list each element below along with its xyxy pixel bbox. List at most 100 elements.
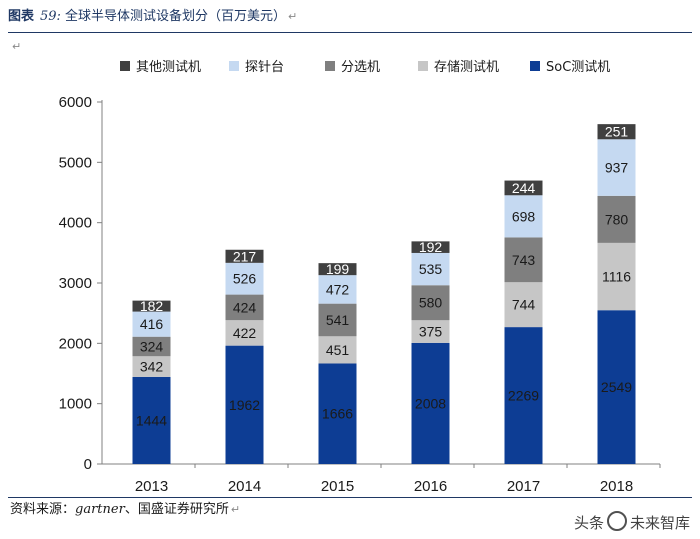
legend-label: 其他测试机	[136, 60, 201, 75]
data-label: 244	[512, 180, 536, 196]
data-label: 526	[233, 271, 257, 287]
watermark-right: 未来智库	[629, 514, 690, 532]
data-label: 1116	[602, 269, 631, 285]
source-prefix: 资料来源：	[10, 502, 76, 517]
legend-label: 分选机	[341, 60, 380, 75]
bar-segment	[504, 327, 543, 464]
bar-segment	[225, 345, 264, 464]
bar-segment	[132, 300, 171, 312]
data-label: 416	[140, 316, 164, 332]
bar-segment	[411, 241, 450, 253]
return-mark: ↵	[230, 503, 241, 516]
x-tick-label: 2015	[321, 478, 354, 495]
data-label: 451	[326, 342, 350, 358]
source-suffix: 、国盛证券研究所	[124, 502, 229, 517]
return-mark: ↵	[12, 40, 22, 53]
x-tick-label: 2017	[507, 478, 540, 495]
top-rule	[8, 32, 692, 33]
bar-segment	[597, 124, 636, 140]
legend-label: SoC测试机	[546, 60, 610, 75]
data-label: 2008	[415, 395, 446, 411]
source-italic: gartner	[75, 502, 125, 517]
legend-swatch	[418, 61, 428, 71]
bar-segment	[597, 310, 636, 464]
data-label: 2549	[601, 379, 632, 395]
bar-segment	[597, 139, 636, 196]
data-label: 937	[605, 160, 629, 176]
bar-segment	[504, 195, 543, 238]
y-tick-label: 3000	[59, 275, 92, 292]
bottom-rule	[8, 497, 692, 498]
stacked-bar-chart: 0 1000 2000 3000 4000 5000 6000 1444 342 324 416 18…	[59, 60, 661, 495]
source-note: 资料来源：gartner、国盛证券研究所 ↵	[10, 500, 240, 520]
x-tick-label: 2018	[600, 478, 633, 495]
data-label: 535	[419, 261, 443, 277]
data-label: 251	[605, 124, 629, 140]
bar-segment	[132, 376, 171, 464]
bar-segment	[597, 242, 636, 311]
data-label: 743	[512, 252, 536, 268]
y-tick-label: 1000	[59, 396, 92, 413]
data-label: 744	[512, 297, 536, 313]
legend-swatch	[120, 61, 130, 71]
data-label: 199	[326, 261, 350, 277]
bar-segment	[225, 294, 264, 321]
bar-segment	[318, 275, 357, 304]
bar-segment	[225, 320, 264, 346]
x-tick-label: 2014	[228, 478, 261, 495]
bar-segment	[411, 252, 450, 286]
data-label: 324	[140, 338, 164, 354]
data-label: 1666	[322, 406, 353, 422]
bar-segment	[225, 249, 264, 263]
bar-segment	[132, 356, 171, 377]
bar-segment	[318, 336, 357, 364]
return-mark: ↵	[287, 10, 298, 23]
data-label: 780	[605, 211, 629, 227]
data-label: 422	[233, 325, 257, 341]
bar-segment	[132, 336, 171, 357]
x-tick-label: 2013	[135, 478, 168, 495]
legend-swatch	[530, 61, 540, 71]
data-label: 1962	[229, 397, 260, 413]
data-label: 424	[233, 299, 257, 315]
bar-segment	[504, 180, 543, 196]
data-label: 342	[140, 359, 164, 375]
data-label: 182	[140, 298, 164, 314]
y-tick-label: 2000	[59, 335, 92, 352]
bar-segment	[318, 363, 357, 464]
bar-segment	[597, 195, 636, 243]
bar-segment	[411, 342, 450, 464]
watermark-left: 头条	[573, 514, 604, 532]
data-label: 375	[419, 324, 443, 340]
y-tick-label: 0	[84, 456, 92, 473]
data-label: 1444	[136, 412, 167, 428]
y-tick-label: 4000	[59, 215, 92, 232]
bar-segment	[225, 262, 264, 295]
data-label: 698	[512, 208, 536, 224]
bar-segment	[504, 237, 543, 283]
bar-segment	[318, 303, 357, 337]
data-label: 217	[233, 248, 257, 264]
bar-segment	[411, 320, 450, 343]
legend-label: 探针台	[245, 60, 284, 75]
at-icon	[606, 511, 627, 531]
figure-label: 图表	[8, 9, 35, 24]
data-label: 580	[419, 295, 443, 311]
y-tick-label: 6000	[59, 94, 92, 111]
data-label: 541	[326, 312, 350, 328]
bar-segment	[132, 311, 171, 337]
x-tick-label: 2016	[414, 478, 447, 495]
chart-title: 全球半导体测试设备划分（百万美元）	[64, 9, 286, 24]
data-label: 472	[326, 281, 350, 297]
bar-segment	[318, 263, 357, 276]
chart-area: 0 1000 2000 3000 4000 5000 6000 1444 342 324 416 18…	[0, 40, 700, 495]
legend-swatch	[325, 61, 335, 71]
data-label: 2269	[508, 388, 539, 404]
figure-caption: 图表 59: 全球半导体测试设备划分（百万美元） ↵	[8, 6, 297, 28]
data-label: 192	[419, 239, 443, 255]
y-tick-label: 5000	[59, 154, 92, 171]
legend-label: 存储测试机	[434, 60, 499, 75]
watermark: 头条 未来智库	[574, 511, 690, 533]
bar-segment	[411, 285, 450, 321]
bar-segment	[504, 282, 543, 328]
